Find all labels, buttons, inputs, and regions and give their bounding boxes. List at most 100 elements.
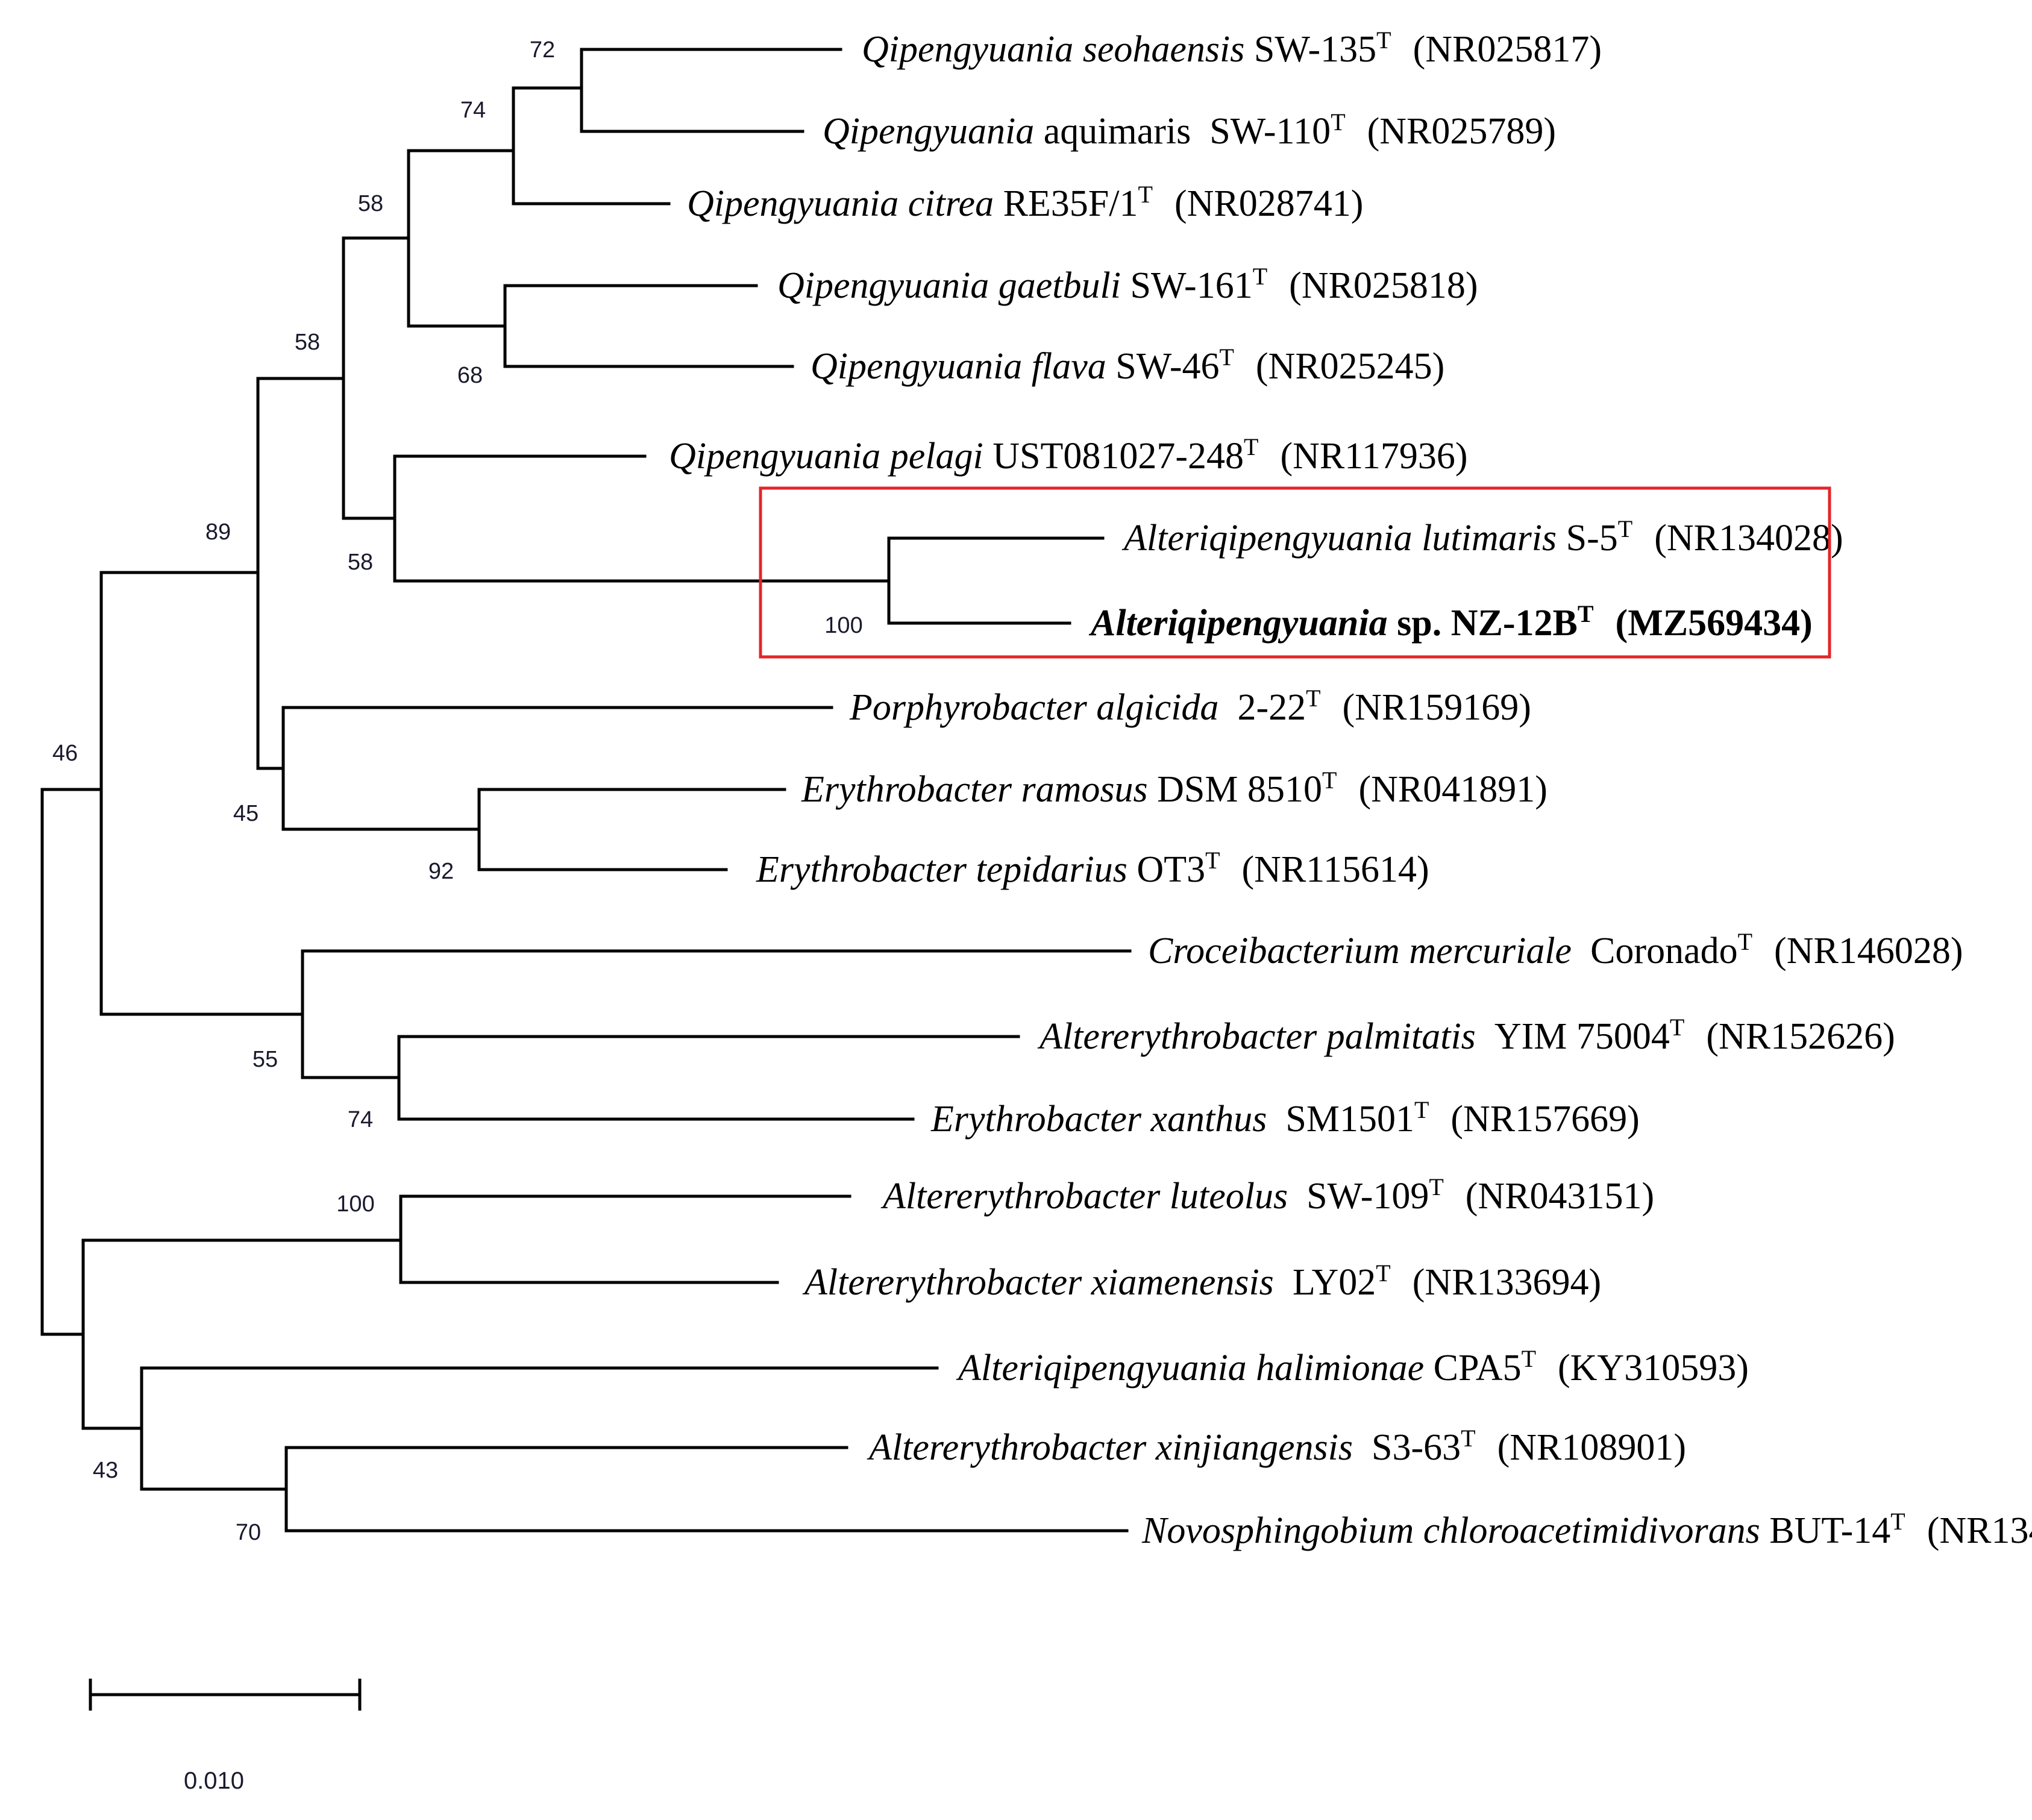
- type-strain-mark: T: [1522, 1345, 1536, 1372]
- taxon-labels: Qipengyuania seohaensis SW-135T (NR025817…: [669, 27, 2032, 1551]
- taxon-strain: CPA5: [1424, 1348, 1521, 1389]
- type-strain-mark: T: [1376, 27, 1391, 54]
- taxon-genus: Altererythrobacter luteolus: [880, 1176, 1288, 1217]
- accession-number: (NR157669): [1450, 1099, 1639, 1140]
- bootstrap-value: 43: [93, 1458, 118, 1483]
- accession-number: (NR115614): [1242, 849, 1429, 890]
- taxon-strain: DSM 8510: [1148, 769, 1322, 810]
- taxon-strain: SW-135: [1244, 29, 1376, 70]
- taxon-strain: OT3: [1127, 849, 1205, 890]
- taxon-strain: SW-161: [1121, 265, 1253, 306]
- taxon-genus: Alteriqipengyuania: [1088, 603, 1388, 644]
- bootstrap-value: 72: [530, 37, 555, 63]
- type-strain-mark: T: [1322, 767, 1337, 794]
- taxon-genus: Alteriqipengyuania lutimaris: [1121, 518, 1557, 559]
- taxon-strain: SW-109: [1288, 1176, 1429, 1217]
- taxon-genus: Qipengyuania gaetbuli: [777, 265, 1121, 306]
- bootstrap-value: 58: [295, 330, 320, 355]
- taxon-label: Altererythrobacter luteolus SW-109T (NR04…: [880, 1173, 1654, 1217]
- taxon-label: Erythrobacter tepidarius OT3T (NR115614): [756, 847, 1429, 890]
- bootstrap-value: 100: [824, 613, 862, 638]
- accession-number: (NR043151): [1466, 1176, 1654, 1217]
- type-strain-mark: T: [1306, 685, 1320, 712]
- taxon-strain: S-5: [1557, 518, 1618, 559]
- bootstrap-value: 46: [52, 741, 78, 766]
- taxon-genus: Erythrobacter xanthus: [930, 1099, 1267, 1140]
- type-strain-mark: T: [1670, 1014, 1684, 1041]
- type-strain-mark: T: [1376, 1260, 1390, 1287]
- taxon-strain: BUT-14: [1760, 1510, 1890, 1551]
- type-strain-mark: T: [1461, 1425, 1475, 1452]
- type-strain-mark: T: [1414, 1096, 1429, 1123]
- accession-number: (NR025817): [1413, 29, 1602, 70]
- bootstrap-value: 74: [460, 98, 486, 123]
- bootstrap-value: 74: [348, 1107, 373, 1132]
- type-strain-mark: T: [1429, 1173, 1443, 1200]
- accession-number: (NR025789): [1367, 111, 1556, 152]
- taxon-genus: Qipengyuania flava: [811, 346, 1106, 387]
- taxon-genus: Erythrobacter tepidarius: [756, 849, 1127, 890]
- taxon-strain: RE35F/1: [994, 183, 1138, 224]
- taxon-strain: UST081027-248: [983, 436, 1244, 477]
- taxon-genus: Erythrobacter ramosus: [801, 769, 1148, 810]
- bootstrap-value: 45: [233, 801, 259, 826]
- type-strain-mark: T: [1738, 928, 1752, 955]
- taxon-label: Erythrobacter ramosus DSM 8510T (NR041891…: [801, 767, 1548, 810]
- bootstrap-value: 70: [236, 1520, 261, 1545]
- taxon-label: Porphyrobacter algicida 2-22T (NR159169): [849, 685, 1531, 728]
- bootstrap-value: 92: [428, 859, 454, 884]
- accession-number: (NR025818): [1289, 265, 1478, 306]
- type-strain-mark: T: [1219, 344, 1234, 371]
- bootstrap-value: 58: [358, 191, 383, 216]
- accession-number: (NR117936): [1280, 436, 1467, 477]
- scale-bar: 0.010: [89, 1678, 362, 1794]
- bootstrap-value: 55: [252, 1047, 278, 1072]
- bootstrap-value: 89: [205, 519, 231, 545]
- accession-number: (NR041891): [1358, 769, 1547, 810]
- accession-number: (NR146028): [1774, 930, 1963, 971]
- taxon-strain: 2-22: [1218, 687, 1306, 728]
- type-strain-mark: T: [1331, 108, 1345, 136]
- taxon-genus: Qipengyuania seohaensis: [862, 29, 1244, 70]
- taxon-genus: Qipengyuania citrea: [687, 183, 994, 224]
- taxon-label: Qipengyuania citrea RE35F/1T (NR028741): [687, 181, 1363, 224]
- taxon-genus: Porphyrobacter algicida: [849, 687, 1218, 728]
- bootstrap-value: 68: [457, 363, 483, 388]
- taxon-strain: sp. NZ-12B: [1388, 603, 1578, 644]
- taxon-label: Qipengyuania gaetbuli SW-161T (NR025818): [777, 263, 1478, 306]
- taxon-label: Altererythrobacter xinjiangensis S3-63T (…: [867, 1425, 1686, 1468]
- taxon-genus: Alteriqipengyuania halimionae: [956, 1348, 1424, 1389]
- taxon-strain: S3-63: [1353, 1427, 1461, 1468]
- accession-number: (MZ569434): [1616, 603, 1813, 644]
- taxon-strain: SM1501: [1267, 1099, 1414, 1140]
- type-strain-mark: T: [1205, 847, 1220, 874]
- taxon-strain: YIM 75004: [1476, 1016, 1670, 1057]
- taxon-genus: Altererythrobacter xiamenensis: [802, 1262, 1274, 1303]
- tree-branches: [40, 48, 1132, 1533]
- type-strain-mark: T: [1890, 1508, 1905, 1535]
- taxon-genus: Altererythrobacter xinjiangensis: [867, 1427, 1353, 1468]
- accession-number: (NR108901): [1497, 1427, 1686, 1468]
- taxon-genus: Qipengyuania pelagi: [669, 436, 983, 477]
- taxon-genus: Croceibacterium mercuriale: [1148, 930, 1572, 971]
- taxon-label: Alteriqipengyuania sp. NZ-12BT (MZ569434): [1088, 600, 1813, 644]
- taxon-label: Novosphingobium chloroacetimidivorans BU…: [1141, 1508, 2032, 1551]
- taxon-label: Qipengyuania seohaensis SW-135T (NR025817…: [862, 27, 1602, 70]
- taxon-label: Alteriqipengyuania lutimaris S-5T (NR1340…: [1121, 515, 1843, 559]
- taxon-genus: Qipengyuania: [823, 111, 1034, 152]
- taxon-label: Alteriqipengyuania halimionae CPA5T (KY31…: [956, 1345, 1749, 1389]
- taxon-label: Altererythrobacter xiamenensis LY02T (NR1…: [802, 1260, 1601, 1303]
- taxon-label: Qipengyuania aquimaris SW-110T (NR025789): [823, 108, 1556, 152]
- accession-number: (KY310593): [1558, 1348, 1749, 1389]
- accession-number: (NR133694): [1413, 1262, 1601, 1303]
- taxon-strain: SW-46: [1106, 346, 1220, 387]
- bootstrap-values: 72 74 58 68 58 58 100 89 45 92 46 55 74 100 43 70: [52, 37, 863, 1545]
- type-strain-mark: T: [1578, 600, 1594, 627]
- accession-number: (NR134028): [1654, 518, 1843, 559]
- accession-number: (NR025245): [1256, 346, 1444, 387]
- accession-number: (NR134105): [1927, 1510, 2032, 1551]
- type-strain-mark: T: [1253, 263, 1267, 290]
- bootstrap-value: 100: [336, 1191, 374, 1217]
- taxon-label: Qipengyuania pelagi UST081027-248T (NR117…: [669, 433, 1468, 477]
